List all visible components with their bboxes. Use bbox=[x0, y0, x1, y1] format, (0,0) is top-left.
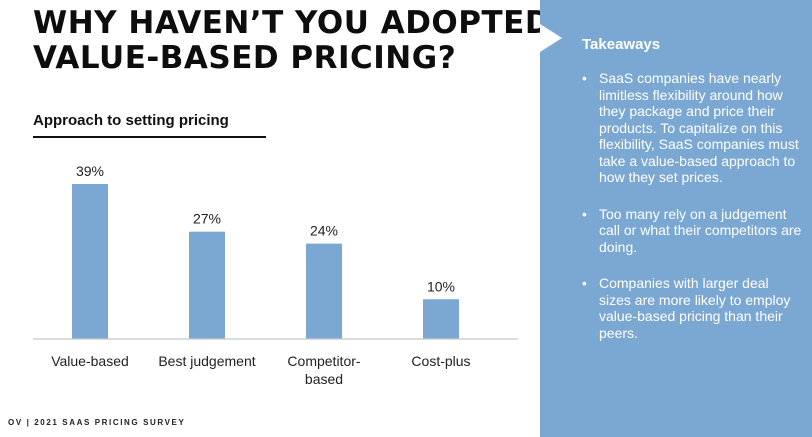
value-label-4: 10% bbox=[427, 278, 455, 294]
bar-3 bbox=[306, 243, 342, 339]
panel-notch bbox=[540, 24, 562, 52]
value-label-1: 39% bbox=[76, 163, 104, 179]
category-label-3: Competitor- bbox=[287, 353, 360, 369]
value-label-2: 27% bbox=[193, 211, 221, 227]
takeaway-item: • SaaS companies have nearly limitless fl… bbox=[582, 70, 804, 186]
category-label-3: based bbox=[305, 371, 343, 387]
bullet-icon: • bbox=[582, 70, 587, 86]
takeaway-item: • Too many rely on a judgement call or wh… bbox=[582, 206, 804, 256]
takeaway-text: SaaS companies have nearly limitless fle… bbox=[599, 70, 799, 185]
takeaways-title: Takeaways bbox=[582, 36, 661, 53]
title-line-2: VALUE-BASED PRICING? bbox=[33, 40, 457, 76]
category-label-2: Best judgement bbox=[158, 353, 255, 369]
page-title: WHY HAVEN’T YOU ADOPTED VALUE-BASED PRIC… bbox=[33, 5, 552, 76]
takeaway-text: Companies with larger deal sizes are mor… bbox=[599, 275, 791, 341]
subtitle-underline bbox=[33, 136, 266, 138]
bar-4 bbox=[423, 299, 459, 339]
bar-chart: 39% Value-based 27% Best judgement 24% Compet… bbox=[33, 163, 518, 387]
title-line-1: WHY HAVEN’T YOU ADOPTED bbox=[33, 5, 552, 41]
takeaways-list: • SaaS companies have nearly limitless fl… bbox=[582, 70, 804, 361]
bar-1 bbox=[72, 184, 108, 339]
category-label-1: Value-based bbox=[51, 353, 129, 369]
bar-2 bbox=[189, 231, 225, 339]
takeaways-panel bbox=[540, 0, 812, 437]
bullet-icon: • bbox=[582, 275, 587, 291]
value-label-3: 24% bbox=[310, 223, 338, 239]
category-label-4: Cost-plus bbox=[411, 353, 470, 369]
chart-subtitle: Approach to setting pricing bbox=[33, 112, 229, 129]
takeaway-text: Too many rely on a judgement call or wha… bbox=[599, 205, 802, 255]
footer-label: OV | 2021 SAAS PRICING SURVEY bbox=[8, 418, 186, 427]
bullet-icon: • bbox=[582, 205, 587, 222]
takeaway-item: • Companies with larger deal sizes are mo… bbox=[582, 275, 804, 341]
